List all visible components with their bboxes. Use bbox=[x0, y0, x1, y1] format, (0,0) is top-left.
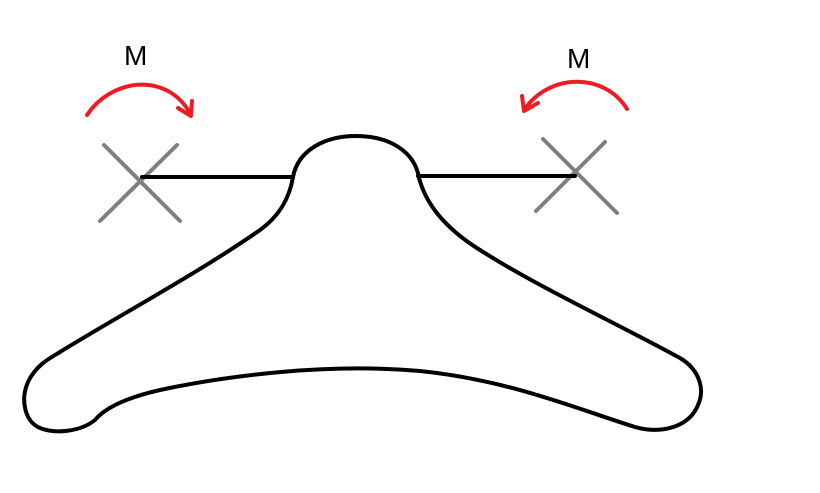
hanger-body bbox=[22, 134, 703, 434]
left-moment-label: M bbox=[124, 40, 147, 71]
left-moment-arrowhead-icon bbox=[176, 99, 194, 118]
right-moment: M bbox=[520, 43, 629, 113]
right-moment-arrow-icon bbox=[522, 79, 629, 112]
left-support-x-icon bbox=[98, 143, 182, 223]
right-moment-arrowhead-icon bbox=[520, 94, 540, 113]
left-moment: M bbox=[85, 40, 194, 118]
right-moment-label: M bbox=[567, 43, 590, 74]
left-moment-arrow-icon bbox=[85, 82, 192, 117]
